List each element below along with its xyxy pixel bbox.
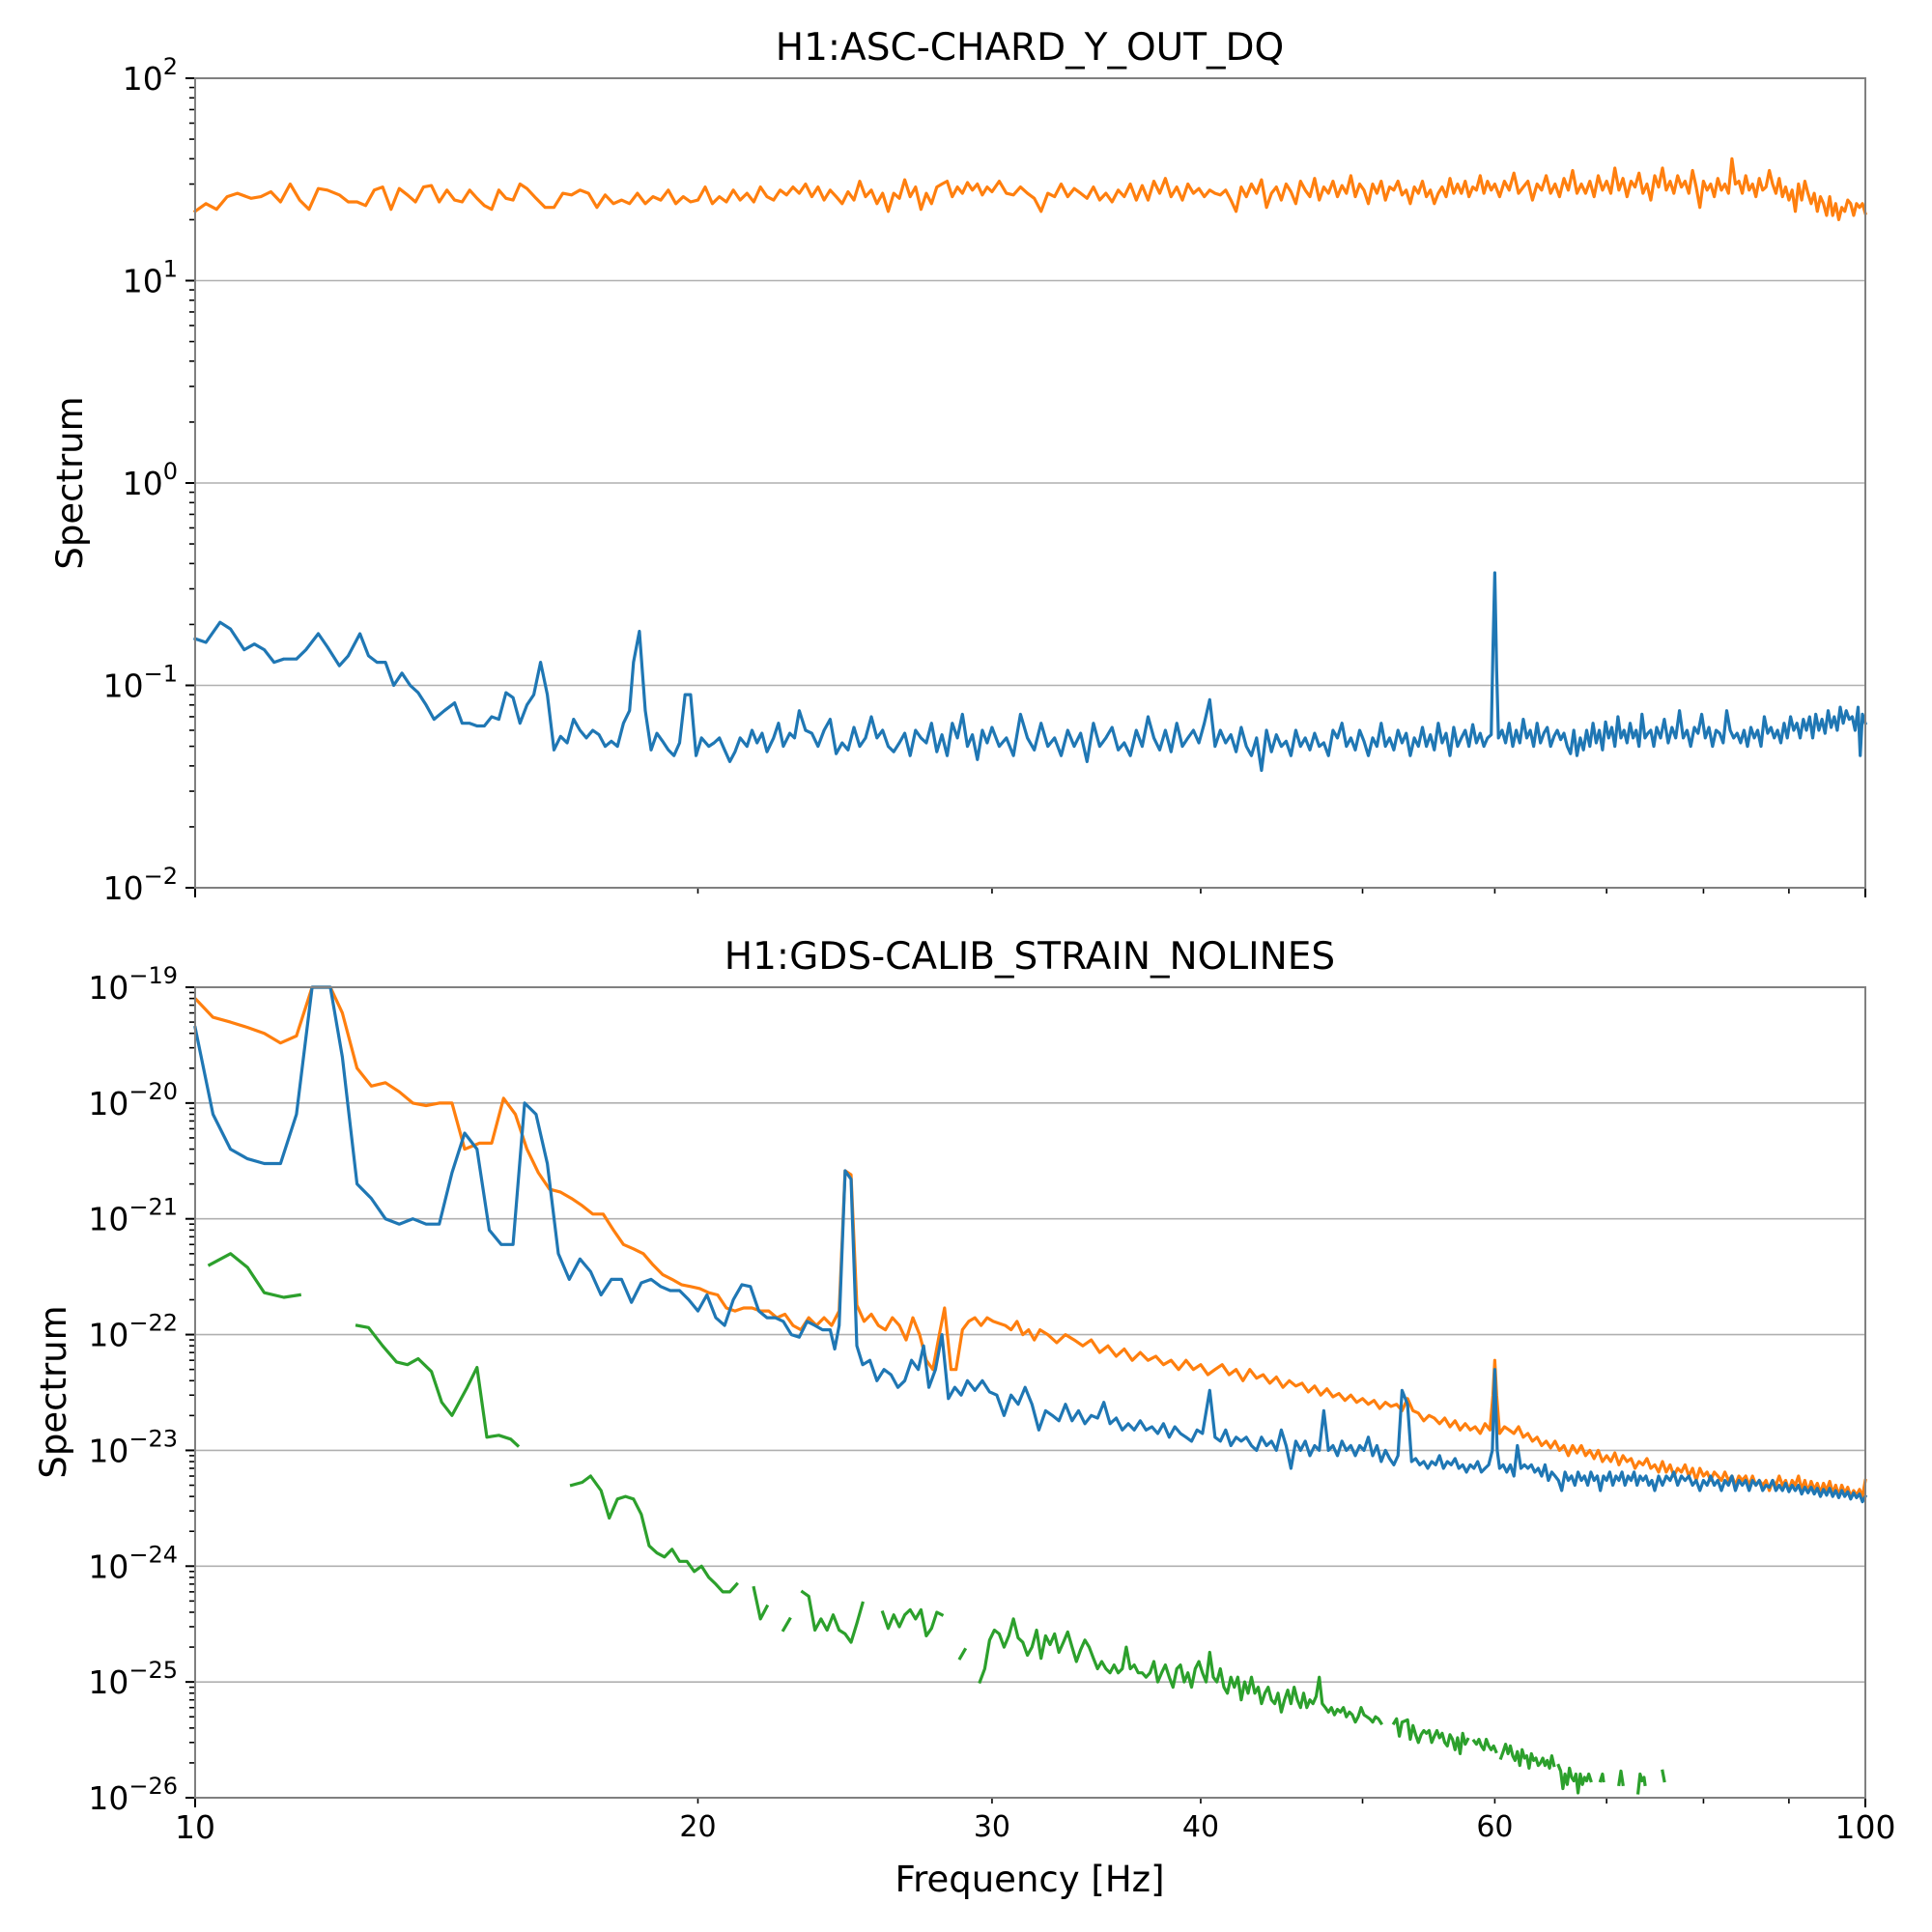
- top-axes-ylabel: Spectrum: [49, 396, 91, 569]
- y-tick-label-base: 10: [88, 1779, 128, 1817]
- series-line-blue: [192, 571, 1868, 773]
- series-blue: [192, 571, 1868, 773]
- series-line-green: [1617, 1769, 1625, 1787]
- series-line-green: [957, 1647, 968, 1661]
- top-axes-series: [192, 156, 1868, 773]
- y-tick-label-base: 10: [88, 1432, 128, 1469]
- series-line-green: [978, 1617, 1384, 1726]
- y-tick-label: 102: [123, 53, 178, 98]
- y-tick-label: 10−19: [88, 962, 178, 1007]
- y-tick-label: 10−2: [103, 863, 178, 907]
- y-tick-label-base: 10: [123, 465, 163, 502]
- series-green: [207, 1252, 1666, 1795]
- x-tick-label: 10: [175, 1808, 215, 1846]
- y-tick-label-exponent: −24: [128, 1541, 178, 1568]
- y-tick-label: 10−20: [88, 1078, 178, 1122]
- bottom-axes-title: H1:GDS-CALIB_STRAIN_NOLINES: [724, 935, 1335, 979]
- series-line-green: [1498, 1742, 1556, 1771]
- y-tick-label: 10−23: [88, 1425, 178, 1469]
- y-tick-label-exponent: −1: [144, 661, 178, 688]
- x-tick-label: 40: [1182, 1810, 1219, 1844]
- y-tick-label-exponent: −2: [144, 863, 178, 890]
- series-line-orange: [192, 156, 1867, 221]
- bottom-axes: H1:GDS-CALIB_STRAIN_NOLINES 10−1910−2010…: [33, 935, 1896, 1900]
- top-axes-frame: [194, 77, 1866, 889]
- series-line-green: [1661, 1769, 1666, 1783]
- x-tick-label: 30: [974, 1810, 1010, 1844]
- series-line-green: [781, 1616, 792, 1633]
- bottom-axes-ticks: 10−1910−2010−2110−2210−2310−2410−2510−26…: [88, 962, 1895, 1846]
- y-tick-label-base: 10: [103, 668, 144, 705]
- series-line-green: [1598, 1772, 1605, 1783]
- y-tick-label-base: 10: [88, 1548, 128, 1585]
- x-axis-label: Frequency [Hz]: [895, 1859, 1164, 1900]
- y-tick-label-base: 10: [103, 869, 144, 907]
- y-tick-label-base: 10: [88, 1201, 128, 1238]
- y-tick-label-exponent: −20: [128, 1078, 178, 1105]
- y-tick-label: 10−22: [88, 1310, 178, 1354]
- y-tick-label-exponent: −25: [128, 1657, 178, 1684]
- series-line-green: [355, 1323, 521, 1448]
- y-tick-label: 10−26: [88, 1773, 178, 1817]
- x-tick-label: 20: [679, 1810, 716, 1844]
- bottom-axes-gridlines: [195, 1102, 1865, 1683]
- x-tick-label: 100: [1835, 1808, 1896, 1846]
- y-tick-label: 10−1: [103, 661, 178, 705]
- series-orange: [192, 156, 1867, 221]
- series-line-green: [1635, 1772, 1647, 1795]
- series-line-green: [752, 1585, 770, 1621]
- series-blue: [193, 985, 1868, 1504]
- y-tick-label-base: 10: [123, 60, 163, 98]
- series-line-green: [800, 1589, 865, 1644]
- y-tick-label-exponent: −26: [128, 1773, 178, 1800]
- y-tick-label-base: 10: [123, 263, 163, 300]
- series-line-green: [880, 1607, 945, 1638]
- y-tick-label-exponent: −19: [128, 962, 178, 989]
- y-tick-label-base: 10: [88, 1085, 128, 1122]
- y-tick-label-exponent: 1: [163, 256, 178, 283]
- series-line-blue: [193, 985, 1868, 1504]
- y-tick-label: 10−25: [88, 1657, 178, 1701]
- y-tick-label-base: 10: [88, 1317, 128, 1354]
- series-line-green: [1556, 1763, 1593, 1795]
- bottom-axes-frame: [194, 986, 1866, 1799]
- y-tick-label-exponent: 0: [163, 458, 178, 485]
- x-tick-label: 60: [1476, 1810, 1513, 1844]
- series-line-green: [569, 1474, 739, 1594]
- y-tick-label-exponent: 2: [163, 53, 178, 80]
- bottom-axes-ylabel: Spectrum: [33, 1305, 74, 1478]
- series-line-green: [207, 1252, 302, 1299]
- y-tick-label-exponent: −21: [128, 1194, 178, 1221]
- y-tick-label-exponent: −23: [128, 1425, 178, 1452]
- series-line-green: [1391, 1717, 1470, 1756]
- y-tick-label-base: 10: [88, 969, 128, 1007]
- y-tick-label-exponent: −22: [128, 1310, 178, 1337]
- bottom-axes-series: [192, 985, 1868, 1795]
- top-axes: H1:ASC-CHARD_Y_OUT_DQ 10210110010−110−2 …: [49, 26, 1868, 907]
- y-tick-label: 10−21: [88, 1194, 178, 1238]
- y-tick-label: 100: [123, 458, 178, 502]
- y-tick-label-base: 10: [88, 1663, 128, 1701]
- top-axes-title: H1:ASC-CHARD_Y_OUT_DQ: [776, 26, 1285, 70]
- series-line-green: [1471, 1737, 1498, 1754]
- top-axes-gridlines: [195, 279, 1865, 687]
- y-tick-label: 10−24: [88, 1541, 178, 1585]
- y-tick-label: 101: [123, 256, 178, 300]
